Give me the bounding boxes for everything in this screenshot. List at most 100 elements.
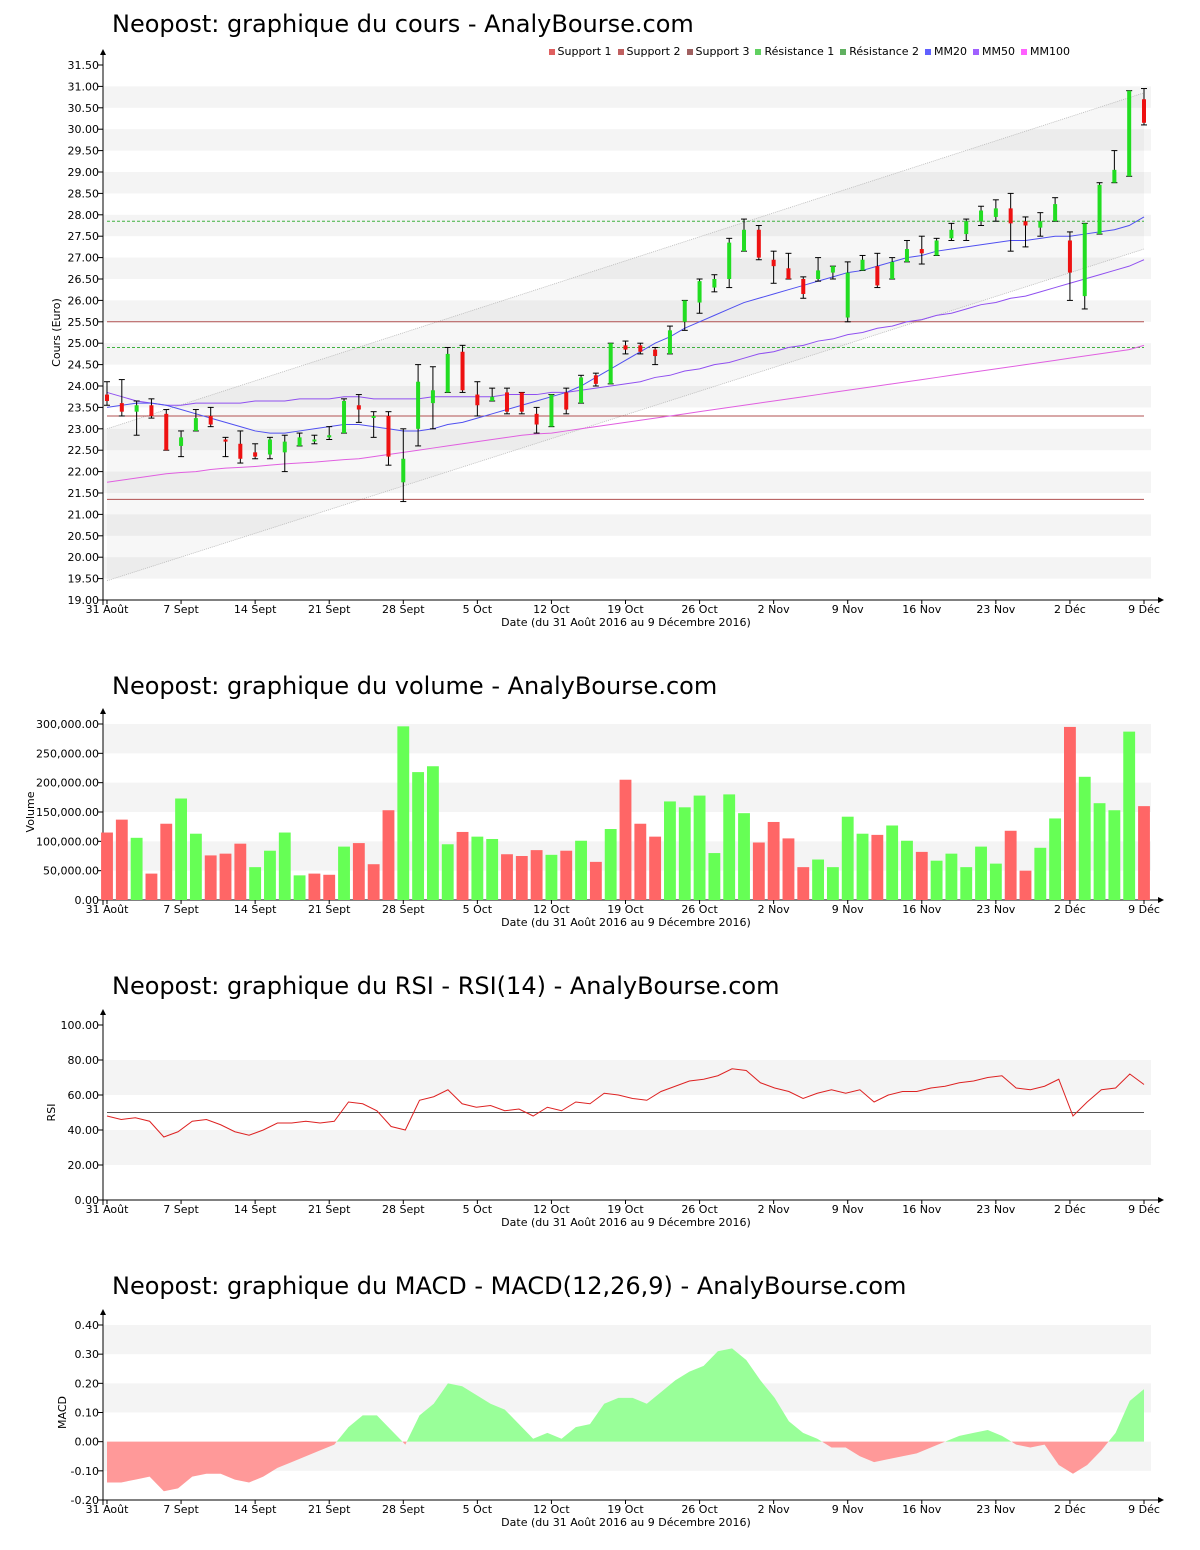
volume-bar (1093, 803, 1106, 900)
candle-body (356, 405, 361, 410)
macd-negative-area (402, 1441, 407, 1445)
volume-bar (515, 856, 528, 900)
candle (578, 374, 585, 404)
price-chart: 19.00 19.50 20.00 20.50 21.00 21.50 22.00 22.50… (50, 49, 1164, 629)
volume-bar (930, 860, 943, 900)
x-tick-label: 2 Nov (758, 1203, 790, 1216)
y-tick-label: 26.50 (68, 273, 100, 286)
candle-body (727, 242, 732, 279)
x-tick-label: 2 Déc (1054, 1203, 1086, 1216)
y-tick-label: 27.00 (68, 252, 100, 265)
candle-body (253, 452, 258, 457)
candle (533, 406, 540, 434)
volume-bar (501, 854, 513, 900)
candle-body (430, 390, 435, 404)
candle (296, 432, 303, 447)
x-axis-title: Date (du 31 Août 2016 au 9 Décembre 2016… (501, 1216, 751, 1229)
x-tick-label: 31 Août (86, 1203, 130, 1216)
volume-bar (1078, 776, 1091, 900)
y-tick-label: 22.00 (68, 466, 100, 479)
y-axis-title: Cours (Euro) (50, 298, 63, 367)
candle-body (830, 266, 835, 273)
volume-bar (1004, 830, 1017, 900)
candle-body (193, 418, 198, 431)
x-tick-label: 23 Nov (976, 1203, 1015, 1216)
y-axis-arrow (100, 1309, 106, 1315)
volume-bar (886, 825, 899, 900)
candle (355, 394, 362, 423)
candle-body (623, 345, 628, 350)
candle (311, 434, 318, 445)
candle (978, 205, 985, 226)
legend-entry: MM100 (1021, 45, 1070, 58)
y-tick-label: 0.00 (75, 894, 100, 907)
y-tick-label: -0.20 (71, 1494, 99, 1507)
candle (770, 250, 777, 284)
candle-body (105, 394, 109, 401)
x-tick-label: 16 Nov (902, 903, 941, 916)
volume-bar (619, 779, 632, 900)
candle (118, 379, 125, 417)
y-tick-label: 0.00 (75, 1194, 100, 1207)
macd-positive-area (406, 1348, 823, 1442)
candle (563, 387, 570, 415)
x-tick-label: 5 Oct (463, 903, 493, 916)
candle-body (179, 437, 184, 446)
candle-body (164, 413, 169, 451)
candle-body (519, 392, 524, 412)
channel-upper-line (106, 92, 1145, 430)
candle-body (1053, 204, 1058, 222)
x-axis-arrow (1158, 1197, 1164, 1203)
x-tick-label: 5 Oct (463, 1203, 493, 1216)
grid-band (103, 386, 1151, 408)
y-tick-label: 21.00 (68, 508, 100, 521)
volume-bar (1064, 726, 1076, 900)
y-axis-title: RSI (45, 1104, 58, 1122)
volume-bar (989, 863, 1002, 900)
candle-body (771, 259, 776, 267)
y-tick-label: 19.00 (68, 594, 100, 607)
x-tick-label: 26 Oct (681, 903, 718, 916)
volume-bar (975, 846, 987, 900)
legend-swatch (973, 48, 980, 55)
candle (385, 411, 392, 466)
volume-bar (812, 859, 825, 900)
candle (933, 237, 940, 256)
candle (370, 411, 377, 438)
x-tick-label: 19 Oct (607, 603, 644, 616)
x-tick-label: 9 Déc (1128, 1503, 1160, 1516)
candle-body (742, 229, 747, 252)
candle (1141, 88, 1147, 126)
y-tick-label: 100.00 (61, 1019, 100, 1032)
candle-body (401, 458, 406, 483)
grid-band (103, 1060, 1151, 1095)
candle (415, 364, 422, 447)
candle (637, 342, 644, 355)
volume-bar (189, 833, 202, 900)
candle-body (1067, 240, 1072, 273)
x-tick-label: 23 Nov (976, 603, 1015, 616)
x-axis-title: Date (du 31 Août 2016 au 9 Décembre 2016… (501, 916, 751, 929)
grid-band (103, 428, 1151, 451)
candle-body (1112, 169, 1117, 183)
y-tick-label: 19.50 (68, 573, 100, 586)
candle-body (504, 392, 509, 412)
candle (266, 436, 273, 460)
x-tick-label: 23 Nov (976, 903, 1015, 916)
x-tick-label: 9 Déc (1128, 903, 1160, 916)
volume-bar (604, 829, 617, 900)
candle-body (934, 240, 939, 256)
x-tick-label: 21 Sept (308, 1503, 351, 1516)
candle-body (801, 279, 806, 294)
price-panel: Neopost: graphique du cours - AnalyBours… (0, 0, 1200, 640)
volume-bar (708, 853, 721, 900)
x-tick-label: 12 Oct (533, 1203, 570, 1216)
legend-label: Support 2 (626, 45, 681, 58)
candle (696, 278, 703, 314)
volume-bar (738, 813, 750, 900)
grid-band (103, 514, 1151, 536)
candle (192, 409, 199, 432)
candle-body (416, 381, 421, 429)
candle-body (208, 415, 213, 425)
candle-body (638, 345, 643, 352)
